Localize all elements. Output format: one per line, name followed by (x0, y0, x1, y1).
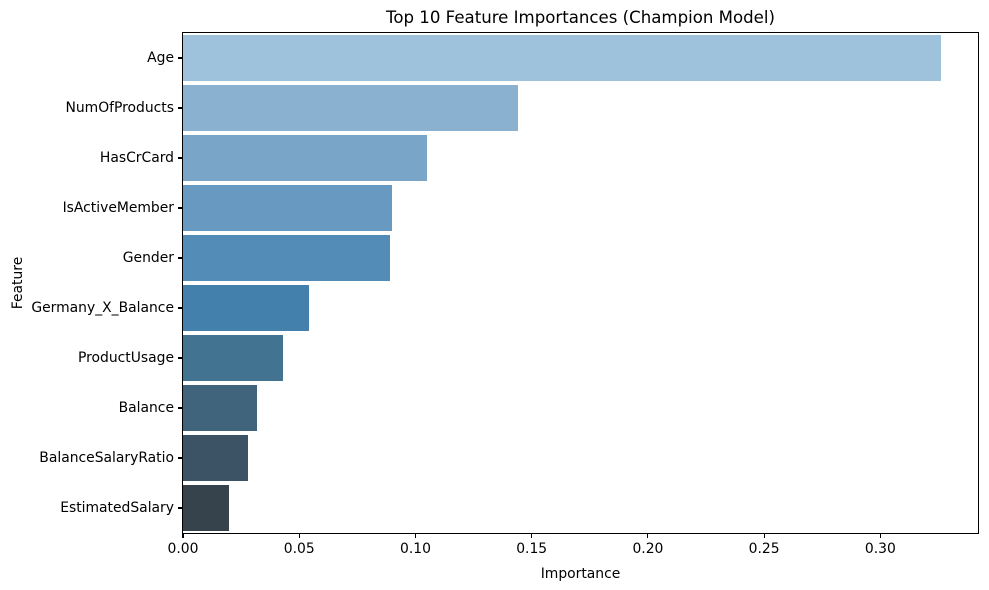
bar-EstimatedSalary (183, 485, 230, 531)
x-tick-mark (879, 534, 881, 538)
x-tick-mark (414, 534, 417, 538)
x-tick-label-0.20: 0.20 (632, 541, 664, 557)
x-tick-mark (763, 534, 765, 538)
y-tick-label-EstimatedSalary: EstimatedSalary (60, 500, 174, 516)
y-tick-label-Germany_X_Balance: Germany_X_Balance (31, 300, 174, 316)
y-tick-mark (178, 157, 182, 159)
y-tick-mark (178, 207, 182, 209)
bar-Gender (183, 235, 390, 281)
y-tick-mark (178, 57, 182, 59)
y-tick-label-IsActiveMember: IsActiveMember (62, 200, 174, 216)
bar-Age (183, 35, 941, 81)
x-tick-mark (182, 534, 184, 538)
y-tick-label-NumOfProducts: NumOfProducts (65, 100, 174, 116)
x-axis-label: Importance (540, 566, 621, 582)
y-tick-label-HasCrCard: HasCrCard (99, 150, 174, 166)
plot-area (182, 32, 979, 534)
chart-title: Top 10 Feature Importances (Champion Mod… (386, 8, 775, 27)
y-tick-mark (178, 407, 182, 409)
y-tick-mark (178, 357, 182, 359)
x-tick-mark (531, 534, 533, 538)
x-tick-label-0.00: 0.00 (167, 541, 199, 557)
y-tick-mark (178, 457, 182, 459)
y-tick-mark (178, 507, 182, 509)
y-tick-label-BalanceSalaryRatio: BalanceSalaryRatio (39, 450, 174, 466)
x-tick-label-0.25: 0.25 (748, 541, 780, 557)
x-tick-label-0.05: 0.05 (283, 541, 315, 557)
bar-ProductUsage (183, 335, 283, 381)
bar-NumOfProducts (183, 85, 518, 131)
y-tick-label-Gender: Gender (122, 250, 174, 266)
bar-Balance (183, 385, 258, 431)
x-tick-label-0.10: 0.10 (399, 541, 431, 557)
y-tick-label-Age: Age (147, 50, 174, 66)
bar-HasCrCard (183, 135, 428, 181)
bar-Germany_X_Balance (183, 285, 309, 331)
y-tick-mark (178, 307, 182, 309)
y-tick-mark (178, 257, 182, 259)
y-tick-label-Balance: Balance (118, 400, 174, 416)
x-tick-label-0.30: 0.30 (864, 541, 896, 557)
y-tick-mark (178, 107, 182, 109)
y-tick-label-ProductUsage: ProductUsage (77, 350, 174, 366)
x-tick-mark (298, 534, 300, 538)
x-tick-label-0.15: 0.15 (516, 541, 548, 557)
bar-IsActiveMember (183, 185, 393, 231)
x-tick-mark (647, 534, 649, 538)
bar-BalanceSalaryRatio (183, 435, 249, 481)
